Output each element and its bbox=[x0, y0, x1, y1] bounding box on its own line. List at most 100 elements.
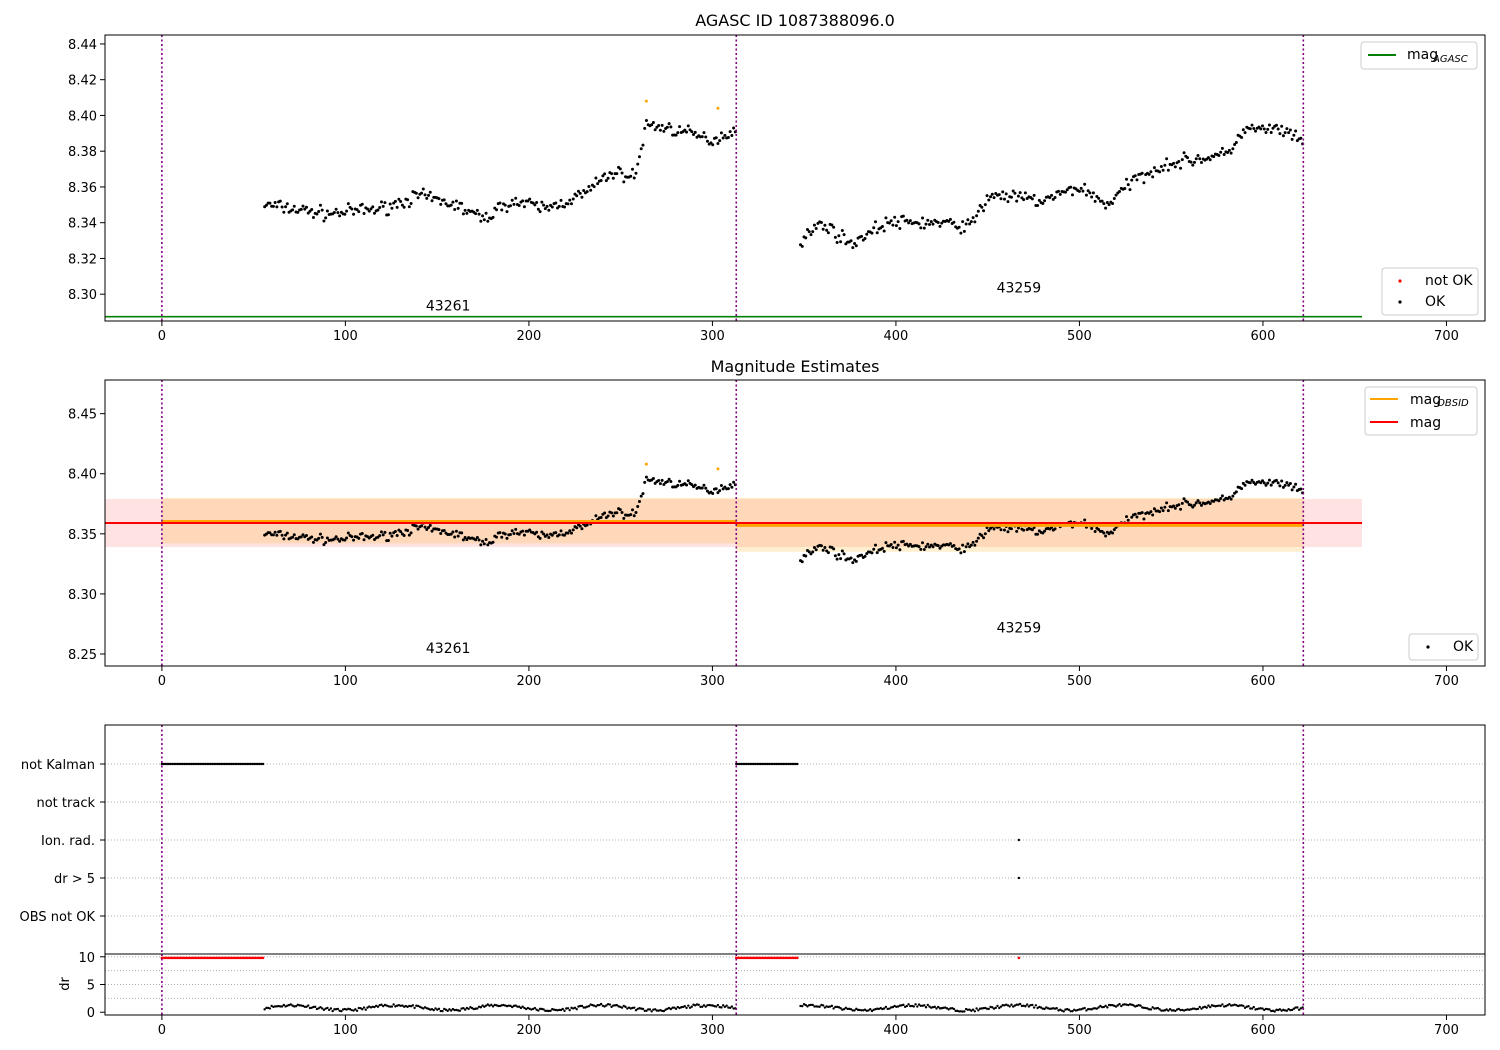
ok-point bbox=[275, 533, 279, 537]
ok-point bbox=[632, 176, 636, 180]
dr-point bbox=[579, 1004, 582, 1008]
ok-point bbox=[629, 513, 633, 517]
dr-point bbox=[1191, 1007, 1194, 1010]
ok-point bbox=[678, 479, 682, 483]
ok-point bbox=[1128, 188, 1132, 192]
ok-point bbox=[1260, 124, 1264, 128]
flag-point bbox=[761, 762, 764, 766]
ok-point bbox=[1206, 156, 1210, 160]
legend-label-mag-agasc: mag bbox=[1407, 47, 1438, 63]
ok-point bbox=[807, 550, 811, 554]
ok-point bbox=[730, 485, 734, 489]
legend-subscript-obsid: OBSID bbox=[1437, 398, 1469, 409]
obsid-label-43261: 43261 bbox=[426, 641, 471, 657]
dr-point bbox=[902, 1003, 905, 1007]
dr-point bbox=[453, 1008, 456, 1012]
ok-point bbox=[1016, 194, 1020, 198]
dr-point bbox=[538, 1007, 542, 1011]
ok-point bbox=[505, 536, 509, 540]
p1-xtick-label-400: 400 bbox=[884, 329, 909, 344]
dr-point bbox=[549, 1009, 552, 1013]
legend-marker-estimates-ok bbox=[1426, 645, 1430, 649]
ok-point bbox=[962, 229, 966, 233]
ok-point bbox=[898, 548, 902, 552]
ok-point bbox=[1179, 166, 1183, 170]
ok-point bbox=[889, 219, 893, 223]
ok-point bbox=[940, 221, 944, 225]
ok-point bbox=[299, 207, 303, 211]
ok-point bbox=[1102, 531, 1106, 535]
flag-point bbox=[790, 762, 794, 766]
ok-point bbox=[514, 196, 518, 200]
ok-point bbox=[842, 233, 846, 237]
dr-point bbox=[437, 1007, 441, 1011]
ok-point bbox=[381, 533, 385, 537]
ok-point bbox=[714, 487, 718, 491]
ok-point bbox=[800, 560, 804, 564]
ok-point bbox=[641, 143, 645, 147]
ok-point bbox=[811, 230, 815, 234]
dr-point bbox=[1296, 1006, 1299, 1009]
ok-point bbox=[1227, 148, 1231, 152]
ok-point bbox=[522, 205, 526, 209]
ok-point bbox=[409, 531, 413, 535]
ok-point bbox=[1105, 200, 1109, 204]
dr-point bbox=[373, 1005, 376, 1009]
ok-point bbox=[891, 223, 895, 227]
ok-point bbox=[1234, 490, 1238, 494]
dr-point bbox=[1156, 1006, 1160, 1010]
flag-row-label: OBS not OK bbox=[20, 910, 96, 925]
ok-point bbox=[716, 142, 720, 146]
ok-point bbox=[1030, 197, 1034, 201]
ok-point bbox=[1283, 483, 1287, 487]
dr-point bbox=[645, 1009, 648, 1012]
dr-point bbox=[1290, 1008, 1294, 1012]
dr-point bbox=[624, 1005, 627, 1009]
dr-point bbox=[1011, 1005, 1015, 1008]
ok-point bbox=[634, 511, 638, 515]
ok-point bbox=[610, 172, 614, 176]
dr-point bbox=[1020, 1004, 1024, 1008]
ok-point bbox=[482, 542, 486, 546]
dr-point bbox=[1167, 1009, 1170, 1012]
ok-point bbox=[1091, 191, 1095, 195]
ok-point bbox=[585, 523, 589, 527]
dr-point bbox=[1118, 1002, 1121, 1006]
ok-point bbox=[1229, 497, 1233, 501]
flag-point bbox=[204, 762, 207, 766]
ok-point bbox=[966, 542, 970, 546]
ok-point bbox=[599, 178, 603, 182]
ok-point bbox=[482, 218, 486, 222]
dr-point bbox=[987, 1007, 990, 1011]
dr-xtick-label: 700 bbox=[1434, 1023, 1459, 1038]
ok-point bbox=[400, 203, 404, 207]
dr-point bbox=[361, 1008, 364, 1011]
dr-point bbox=[613, 1004, 617, 1007]
dr-point bbox=[1226, 1004, 1229, 1007]
flag-point bbox=[782, 762, 785, 766]
ok-point bbox=[1182, 151, 1186, 155]
ok-point bbox=[863, 236, 867, 240]
dr-point bbox=[580, 1004, 584, 1008]
dr-point bbox=[449, 1009, 453, 1012]
ok-point bbox=[851, 246, 855, 250]
dr-point bbox=[994, 1006, 997, 1010]
dr-point bbox=[973, 1010, 977, 1013]
ok-point bbox=[1126, 183, 1130, 187]
ok-point bbox=[893, 215, 897, 219]
ok-point bbox=[1193, 503, 1197, 507]
dr-point bbox=[565, 1007, 568, 1010]
ok-point bbox=[390, 206, 394, 210]
flag-point bbox=[247, 762, 251, 766]
ok-point bbox=[1142, 517, 1146, 521]
p1-ytick-label: 8.44 bbox=[68, 38, 97, 53]
ok-point bbox=[517, 204, 521, 208]
ok-point bbox=[830, 223, 834, 227]
dr-point bbox=[432, 1008, 435, 1012]
ok-point bbox=[936, 544, 940, 548]
ok-point bbox=[860, 553, 864, 557]
dr-point bbox=[1174, 1009, 1177, 1013]
ok-point bbox=[976, 536, 980, 540]
ok-point bbox=[291, 535, 295, 539]
ok-point bbox=[535, 201, 539, 205]
